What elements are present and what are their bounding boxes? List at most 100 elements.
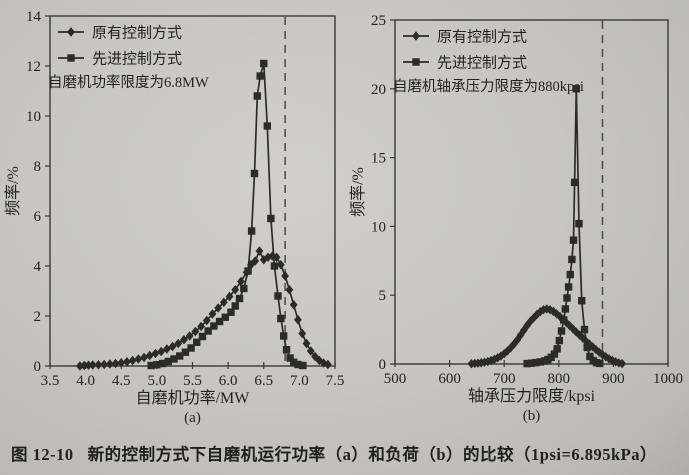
series-marker-diamond xyxy=(219,297,228,307)
x-tick-label: 4.5 xyxy=(112,373,131,389)
legend-label: 先进控制方式 xyxy=(437,55,527,72)
series-marker-square xyxy=(572,85,580,93)
x-tick-label: 5.0 xyxy=(148,373,167,389)
x-tick-label: 3.5 xyxy=(41,373,60,389)
series-marker-square xyxy=(282,346,291,354)
series-marker-square xyxy=(227,308,235,316)
y-tick-label: 8 xyxy=(34,159,42,175)
y-tick-label: 25 xyxy=(371,13,386,29)
y-tick-label: 14 xyxy=(26,9,42,25)
series-marker-square xyxy=(570,178,579,187)
series-marker-diamond xyxy=(140,352,148,363)
series-marker-square xyxy=(256,72,264,80)
series-marker-diamond xyxy=(231,285,240,295)
series-marker-square xyxy=(244,267,252,275)
series-marker-diamond xyxy=(285,285,294,295)
series-marker-diamond xyxy=(323,359,332,370)
chart-a-svg: 3.5 4.0 4.5 5.0 5.5 6.0 6.5 7.0 7.5 0 2 4 6 8 10 12 14 自磨… xyxy=(4,9,344,426)
series-marker-diamond xyxy=(111,358,120,369)
series-marker-diamond xyxy=(237,276,245,287)
series-marker-square xyxy=(270,262,279,270)
series-marker-square xyxy=(563,294,571,302)
series-marker-square xyxy=(263,122,272,130)
series-marker-square xyxy=(267,214,275,223)
legend-label: 原有控制方式 xyxy=(92,25,182,42)
figure-number: 图 12-10 xyxy=(11,445,74,464)
series-marker-square xyxy=(204,327,212,335)
series-marker-diamond xyxy=(105,359,114,369)
chart-b-svg: 500 600 700 800 900 1000 0 5 10 15 20 25 轴承压力限度/kpsi… xyxy=(349,13,683,424)
series-marker-diamond xyxy=(134,354,143,364)
y-tick-label: 15 xyxy=(371,151,386,167)
chart-b-load-histogram: 500 600 700 800 900 1000 0 5 10 15 20 25 轴承压力限度/kpsi… xyxy=(345,0,689,437)
series-marker-square xyxy=(274,292,282,300)
series-marker-square xyxy=(583,343,591,352)
y-tick-label: 10 xyxy=(26,109,41,125)
series-marker-diamond xyxy=(151,348,160,359)
series-marker-square xyxy=(523,359,531,368)
x-tick-label: 500 xyxy=(384,371,407,387)
series-marker-square xyxy=(164,357,172,366)
series-marker-square xyxy=(240,284,248,293)
series-marker-diamond xyxy=(289,300,298,310)
series-marker-square xyxy=(277,314,285,323)
series-marker-square xyxy=(553,345,561,353)
series-marker-diamond xyxy=(100,359,109,370)
series-marker-square xyxy=(561,305,570,313)
series-marker-square xyxy=(566,270,574,279)
series-marker-square xyxy=(294,360,302,369)
series-marker-square xyxy=(158,359,167,368)
series-marker-square xyxy=(557,327,566,335)
series-marker-diamond xyxy=(84,360,93,370)
series-marker-square xyxy=(210,322,218,330)
series-marker-diamond xyxy=(185,331,194,341)
x-tick-label: 700 xyxy=(493,371,516,387)
legend-label: 先进控制方式 xyxy=(92,51,182,68)
x-tick-label: 600 xyxy=(438,371,461,387)
figure-caption: 图 12-10 新的控制方式下自磨机运行功率（a）和负荷（b）的比较（1psi=6… xyxy=(11,441,683,465)
series-marker-diamond xyxy=(197,321,205,332)
series-marker-diamond xyxy=(298,328,307,339)
series-marker-square xyxy=(560,316,568,324)
x-tick-label: 5.5 xyxy=(183,373,202,389)
x-tick-label: 7.0 xyxy=(290,373,309,389)
series-marker-diamond xyxy=(88,360,97,370)
series-marker-square xyxy=(550,350,559,358)
x-axis-label: 轴承压力限度/kpsi xyxy=(468,387,596,405)
series-marker-diamond xyxy=(294,315,302,325)
y-tick-label: 5 xyxy=(379,288,387,304)
y-axis-label: 频率/% xyxy=(349,167,367,217)
series-marker-diamond xyxy=(145,350,154,361)
subplot-label: (a) xyxy=(184,410,201,426)
series-marker-square xyxy=(181,348,190,356)
series-marker-diamond xyxy=(191,326,200,337)
series-marker-square xyxy=(147,361,155,370)
y-tick-label: 12 xyxy=(26,59,41,75)
series-marker-square xyxy=(527,359,536,367)
y-tick-label: 4 xyxy=(34,259,42,275)
y-tick-label: 10 xyxy=(371,219,386,235)
legend-label: 原有控制方式 xyxy=(437,29,527,46)
series-marker-square xyxy=(569,236,578,244)
series-marker-square xyxy=(575,219,583,228)
series-marker-diamond xyxy=(214,303,223,313)
series-marker-square xyxy=(170,355,178,363)
legend-square-marker xyxy=(67,54,75,62)
series-marker-square xyxy=(175,352,184,360)
y-tick-label: 0 xyxy=(34,359,42,375)
y-tick-label: 0 xyxy=(379,357,387,373)
series-marker-square xyxy=(193,338,201,346)
series-marker-square xyxy=(280,332,288,340)
series-marker-square xyxy=(247,227,256,235)
series-marker-diamond xyxy=(208,309,217,319)
series-marker-diamond xyxy=(259,255,268,265)
series-marker-square xyxy=(568,255,576,264)
legend-square-marker xyxy=(412,58,420,66)
chart-a-power-histogram: 3.5 4.0 4.5 5.0 5.5 6.0 6.5 7.0 7.5 0 2 4 6 8 10 12 14 自磨… xyxy=(0,0,345,437)
x-tick-label: 1000 xyxy=(653,371,683,387)
limit-annotation: 自磨机轴承压力限度为880kpsi xyxy=(393,78,584,95)
series-marker-square xyxy=(289,358,298,366)
series-marker-diamond xyxy=(157,346,166,357)
series-marker-diamond xyxy=(302,338,311,349)
series-marker-square xyxy=(555,336,564,345)
